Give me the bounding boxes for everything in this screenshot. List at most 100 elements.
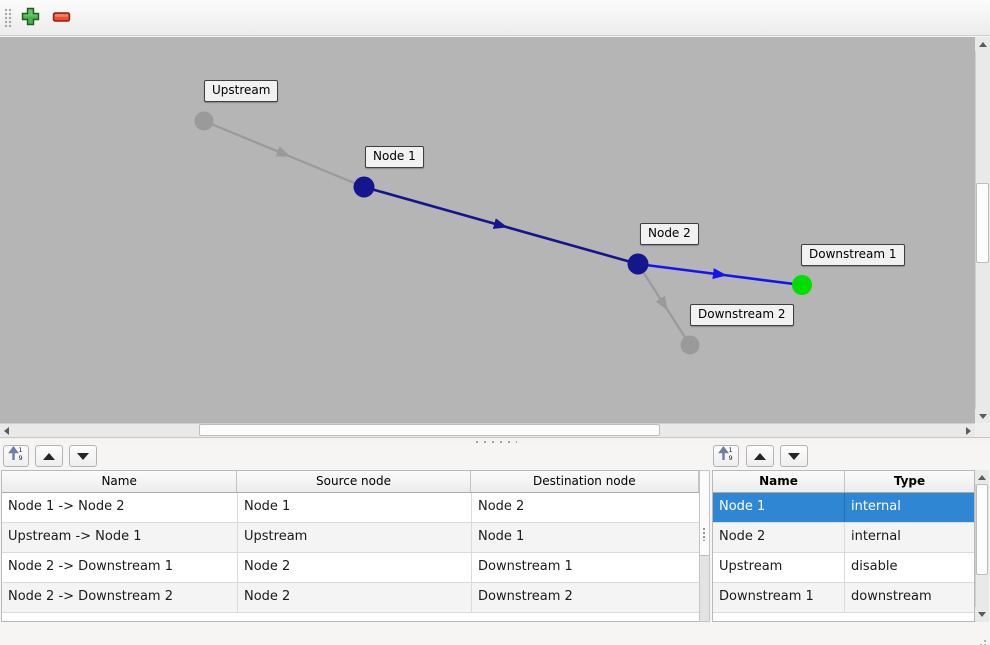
node-row[interactable]: Upstream disable [713, 553, 974, 583]
sort-ascending-icon: 1 9 [8, 446, 24, 466]
graph-svg [194, 111, 812, 355]
node-table-sort-button[interactable]: 1 9 [713, 445, 739, 467]
node-name-cell: Node 2 [713, 523, 845, 552]
edge-name-cell: Upstream -> Node 1 [2, 523, 238, 552]
column-header-name[interactable]: Name [2, 471, 238, 492]
up-arrow-icon [978, 41, 987, 47]
edge-table-vertical-scrollbar[interactable] [699, 470, 710, 622]
node-type-cell: internal [850, 499, 901, 514]
up-triangle-icon [754, 452, 766, 460]
right-arrow-icon [966, 426, 971, 435]
edge-destination-cell: Node 2 [472, 493, 701, 522]
edge-source-cell: Node 2 [238, 553, 472, 582]
up-arrow-icon [978, 474, 986, 480]
column-header-name[interactable]: Name [713, 471, 845, 492]
down-triangle-icon [77, 452, 89, 460]
node-node1[interactable] [353, 176, 375, 198]
edge-name-cell: Node 2 -> Downstream 1 [2, 553, 238, 582]
status-bar [0, 622, 990, 645]
graph-canvas[interactable]: Upstream Node 1 Node 2 Downstream 1 Down… [0, 37, 975, 423]
edge-table-move-up-button[interactable] [35, 445, 63, 467]
node-name-cell: Node 1 [713, 493, 845, 522]
edge-row[interactable]: Node 2 -> Downstream 2 Node 2 Downstream… [2, 583, 709, 613]
svg-text:1: 1 [19, 446, 23, 454]
edge-name-cell: Node 2 -> Downstream 2 [2, 583, 238, 612]
edge-table: Name Source node Destination node Node 1… [1, 470, 710, 622]
edge-row[interactable]: Node 1 -> Node 2 Node 1 Node 2 [2, 493, 709, 523]
canvas-scroll-up-button[interactable] [975, 37, 990, 51]
node-table: Name Type Node 1 internal Node 2 interna… [712, 470, 975, 622]
node-table-move-down-button[interactable] [780, 445, 808, 467]
node-table-scroll-down-button[interactable] [975, 607, 989, 621]
canvas-table-splitter[interactable] [0, 437, 990, 444]
node-type-cell: downstream [850, 589, 932, 604]
node-type-cell: internal [850, 529, 901, 544]
canvas-scroll-right-button[interactable] [962, 424, 975, 437]
table-filler [2, 613, 709, 620]
node-table-scroll-thumb[interactable] [976, 484, 988, 575]
add-node-button[interactable] [17, 5, 43, 31]
main-toolbar [0, 0, 990, 36]
edge-table-sort-button[interactable]: 1 9 [3, 445, 29, 467]
node-downstream2[interactable] [680, 335, 700, 355]
node-table-header: Name Type [713, 471, 974, 493]
down-arrow-icon [978, 413, 987, 419]
node-label-downstream1[interactable]: Downstream 1 [801, 244, 905, 266]
splitter-handle-dots [473, 440, 517, 444]
svg-text:9: 9 [19, 454, 23, 462]
remove-node-button[interactable] [48, 5, 74, 31]
edge-table-move-down-button[interactable] [69, 445, 97, 467]
edge-upstream-node1[interactable] [203, 119, 365, 189]
edge-destination-cell: Downstream 1 [472, 553, 701, 582]
edge-table-header: Name Source node Destination node [2, 471, 709, 493]
svg-text:1: 1 [729, 446, 733, 454]
edge-name-cell: Node 1 -> Node 2 [2, 493, 238, 522]
node-type-cell: disable [850, 559, 898, 574]
node-row-selected[interactable]: Node 1 internal [713, 493, 974, 523]
canvas-horizontal-scroll-thumb[interactable] [199, 424, 660, 436]
node-label-node1[interactable]: Node 1 [365, 146, 424, 168]
column-header-source-node[interactable]: Source node [237, 471, 471, 492]
minus-icon [52, 7, 71, 30]
plus-icon [21, 7, 40, 30]
edge-node2-downstream2[interactable] [637, 263, 691, 346]
edge-destination-cell: Node 1 [472, 523, 701, 552]
left-arrow-icon [3, 426, 9, 435]
edge-node1-node2[interactable] [363, 185, 639, 266]
node-node2[interactable] [627, 253, 649, 275]
up-triangle-icon [43, 452, 55, 460]
canvas-vertical-scroll-thumb[interactable] [976, 183, 989, 263]
node-table-scroll-up-button[interactable] [975, 470, 989, 484]
edge-table-scroll-thumb[interactable] [700, 471, 709, 556]
edge-destination-cell: Downstream 2 [472, 583, 701, 612]
canvas-scroll-down-button[interactable] [975, 409, 990, 423]
node-name-cell: Downstream 1 [713, 583, 845, 612]
edge-row[interactable]: Node 2 -> Downstream 1 Node 2 Downstream… [2, 553, 709, 583]
toolbar-drag-handle[interactable] [4, 8, 13, 28]
node-row[interactable]: Downstream 1 downstream [713, 583, 974, 613]
canvas-scroll-left-button[interactable] [0, 424, 12, 437]
down-arrow-icon [978, 611, 986, 617]
edge-row[interactable]: Upstream -> Node 1 Upstream Node 1 [2, 523, 709, 553]
edge-node2-downstream1[interactable] [637, 262, 803, 287]
node-label-node2[interactable]: Node 2 [640, 223, 699, 245]
edge-source-cell: Node 2 [238, 583, 472, 612]
table-filler [713, 613, 974, 620]
sort-ascending-icon: 1 9 [718, 446, 734, 466]
down-triangle-icon [788, 452, 800, 460]
node-label-downstream2[interactable]: Downstream 2 [690, 304, 794, 326]
edge-source-cell: Node 1 [238, 493, 472, 522]
node-table-move-up-button[interactable] [746, 445, 774, 467]
node-row[interactable]: Node 2 internal [713, 523, 974, 553]
window-resize-grip[interactable] [984, 640, 986, 642]
column-header-destination-node[interactable]: Destination node [471, 471, 700, 492]
edge-source-cell: Upstream [238, 523, 472, 552]
node-upstream[interactable] [194, 111, 214, 131]
svg-text:9: 9 [729, 454, 733, 462]
node-label-upstream[interactable]: Upstream [204, 80, 279, 102]
node-name-cell: Upstream [713, 553, 845, 582]
node-downstream1[interactable] [792, 275, 812, 295]
table-pane-splitter[interactable] [702, 527, 706, 541]
scrollbar-corner [975, 423, 990, 437]
column-header-type[interactable]: Type [893, 474, 926, 488]
